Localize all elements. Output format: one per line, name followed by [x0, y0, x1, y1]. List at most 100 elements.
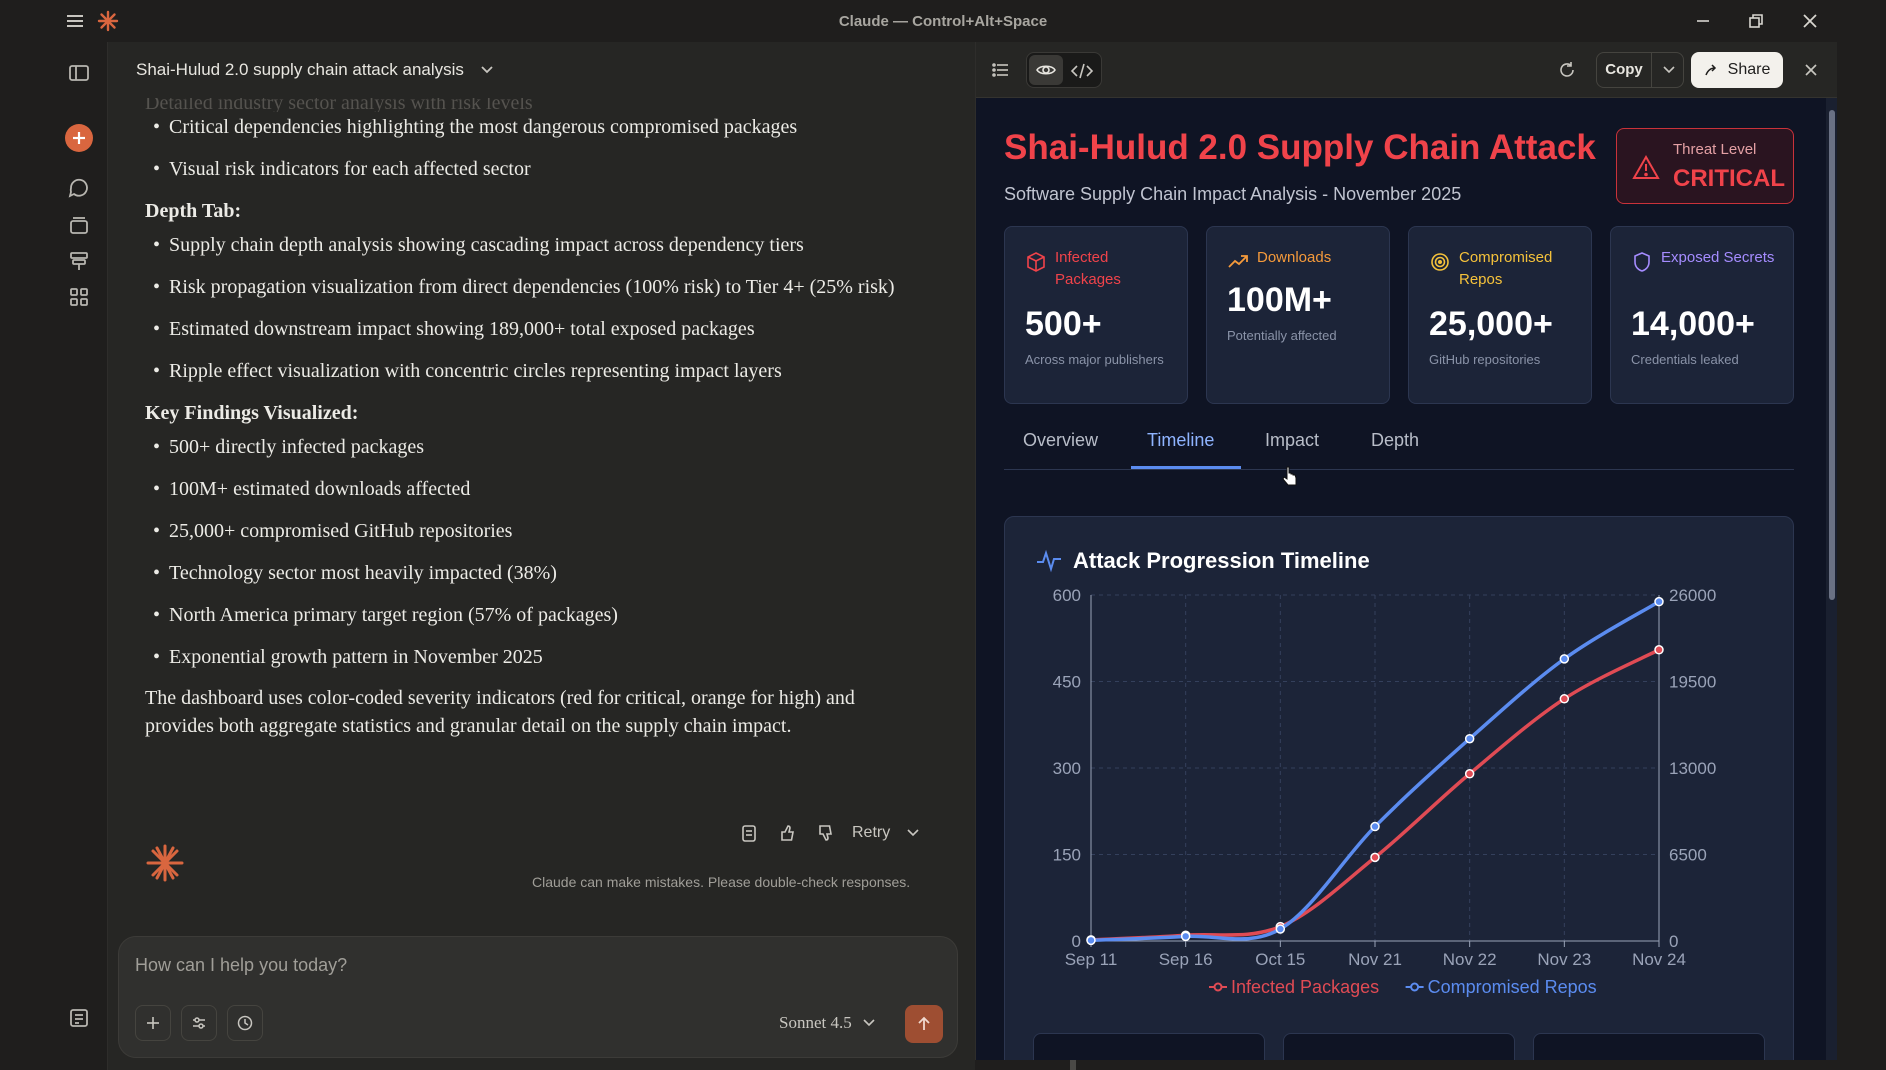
active-tab-indicator — [1131, 466, 1241, 469]
stat-label: Exposed Secrets — [1661, 249, 1775, 266]
y-right-tick-label: 26000 — [1669, 586, 1716, 605]
closing-paragraph: The dashboard uses color-coded severity … — [145, 687, 855, 737]
code-icon[interactable] — [1067, 59, 1097, 83]
share-button[interactable]: Share — [1691, 52, 1783, 88]
sidebar-toggle-icon[interactable] — [66, 60, 92, 86]
minimize-icon[interactable] — [1692, 10, 1714, 32]
close-window-icon[interactable] — [1799, 10, 1821, 32]
account-icon[interactable] — [66, 1004, 92, 1030]
detail-card — [1283, 1033, 1515, 1060]
chat-area: Shai-Hulud 2.0 supply chain attack analy… — [108, 42, 1076, 1070]
mouse-pointer-icon — [1282, 466, 1297, 486]
list-icon[interactable] — [990, 59, 1012, 81]
data-point — [1275, 924, 1286, 934]
attach-button[interactable] — [135, 1005, 171, 1041]
thumbs-up-icon[interactable] — [776, 822, 798, 844]
activity-icon — [1037, 549, 1061, 573]
tab-overview[interactable]: Overview — [1023, 430, 1099, 450]
composer-input[interactable]: How can I help you today? — [135, 955, 348, 975]
shield-icon — [1634, 252, 1650, 272]
findings-heading: Key Findings Visualized: — [145, 402, 359, 424]
history-button[interactable] — [227, 1005, 263, 1041]
legend-marker — [1410, 982, 1420, 992]
share-label: Share — [1727, 61, 1771, 78]
chevron-down-icon — [481, 66, 493, 74]
refresh-icon[interactable] — [1556, 59, 1578, 81]
thumbs-down-icon[interactable] — [814, 822, 836, 844]
y-left-tick-label: 450 — [1053, 673, 1081, 692]
close-panel-icon[interactable] — [1800, 59, 1822, 81]
data-point — [1559, 694, 1570, 704]
title-bar: Claude — Control+Alt+Space — [0, 0, 1886, 42]
artifact-panel: Copy Share Shai-Hulud 2.0 Supply Chain A… — [975, 42, 1837, 1060]
artifacts-icon[interactable] — [66, 248, 92, 274]
list-item: Ripple effect visualization with concent… — [145, 356, 925, 386]
list-item: Technology sector most heavily impacted … — [145, 558, 925, 588]
stat-label: Compromised Repos — [1459, 249, 1553, 288]
depth-heading: Depth Tab: — [145, 200, 242, 222]
chevron-down-icon — [863, 1019, 875, 1027]
eye-icon — [1036, 65, 1056, 75]
stat-value: 500+ — [1025, 305, 1102, 343]
preview-tab[interactable] — [1029, 55, 1063, 85]
left-rail — [0, 42, 108, 1070]
detail-card — [1533, 1033, 1765, 1060]
data-point — [1180, 931, 1191, 942]
stat-label: Downloads — [1257, 249, 1332, 266]
timeline-chart: 0 0 150 6500 300 13000 450 19500 600 26000 Sep 11 S… — [1053, 586, 1717, 997]
timeline-chart-card: 0 0 150 6500 300 13000 450 19500 600 26000 Sep 11 S… — [1004, 516, 1794, 1060]
tab-timeline[interactable]: Timeline — [1147, 430, 1215, 450]
scrollbar-thumb[interactable] — [1829, 110, 1835, 600]
copy-label: Copy — [1597, 53, 1652, 87]
copy-button[interactable]: Copy — [1596, 52, 1684, 88]
x-tick-label: Nov 24 — [1632, 950, 1686, 969]
stat-card-downloads: Downloads 100M+ Potentially affected — [1206, 226, 1390, 404]
top-list: Critical dependencies highlighting the m… — [145, 112, 925, 184]
apps-icon[interactable] — [66, 284, 92, 310]
message-composer[interactable]: How can I help you today? Sonnet 4.5 — [118, 936, 958, 1058]
view-toggle[interactable] — [1026, 52, 1102, 88]
stat-note: GitHub repositories — [1429, 352, 1541, 367]
chevron-down-icon[interactable] — [1662, 63, 1676, 77]
stat-value: 25,000+ — [1429, 305, 1553, 343]
conversation-title: Shai-Hulud 2.0 supply chain attack analy… — [136, 60, 464, 79]
dashboard-subtitle: Software Supply Chain Impact Analysis - … — [1004, 184, 1462, 204]
tools-button[interactable] — [181, 1005, 217, 1041]
data-point — [1086, 935, 1096, 946]
panel-scrollbar[interactable] — [1826, 98, 1837, 1060]
legend-label: Infected Packages — [1231, 977, 1379, 997]
new-chat-button[interactable] — [65, 124, 93, 152]
x-tick-label: Nov 22 — [1443, 950, 1497, 969]
projects-icon[interactable] — [66, 212, 92, 238]
tab-impact[interactable]: Impact — [1265, 430, 1320, 450]
chats-icon[interactable] — [66, 176, 92, 202]
tab-depth[interactable]: Depth — [1371, 430, 1420, 450]
model-selector[interactable]: Sonnet 4.5 — [779, 1013, 876, 1033]
x-tick-label: Nov 23 — [1537, 950, 1591, 969]
stat-card-repos: Compromised Repos 25,000+ GitHub reposit… — [1408, 226, 1592, 404]
data-point — [1654, 645, 1664, 655]
data-point — [1559, 654, 1570, 664]
data-point — [1370, 821, 1380, 832]
data-point — [1464, 733, 1475, 744]
data-point — [1464, 769, 1475, 779]
chevron-down-icon[interactable] — [906, 826, 920, 840]
restore-icon[interactable] — [1745, 10, 1767, 32]
claude-spark-icon — [146, 844, 184, 882]
hamburger-menu-icon[interactable] — [64, 10, 86, 32]
sliders-icon — [193, 1017, 205, 1029]
y-right-tick-label: 19500 — [1669, 673, 1716, 692]
claude-logo-icon — [97, 10, 119, 32]
copy-icon[interactable] — [738, 822, 760, 844]
stat-value: 100M+ — [1227, 281, 1332, 319]
threat-level-badge: Threat Level CRITICAL — [1616, 128, 1794, 204]
faded-line: Detailed industry sector analysis with r… — [145, 98, 533, 112]
trending-up-icon — [1228, 255, 1248, 268]
send-button[interactable] — [905, 1005, 943, 1043]
threat-value: CRITICAL — [1673, 165, 1785, 192]
list-item: Critical dependencies highlighting the m… — [145, 112, 925, 142]
list-item: North America primary target region (57%… — [145, 600, 925, 630]
share-icon — [1704, 64, 1716, 76]
conversation-header[interactable]: Shai-Hulud 2.0 supply chain attack analy… — [136, 60, 494, 80]
retry-button[interactable]: Retry — [852, 824, 891, 841]
